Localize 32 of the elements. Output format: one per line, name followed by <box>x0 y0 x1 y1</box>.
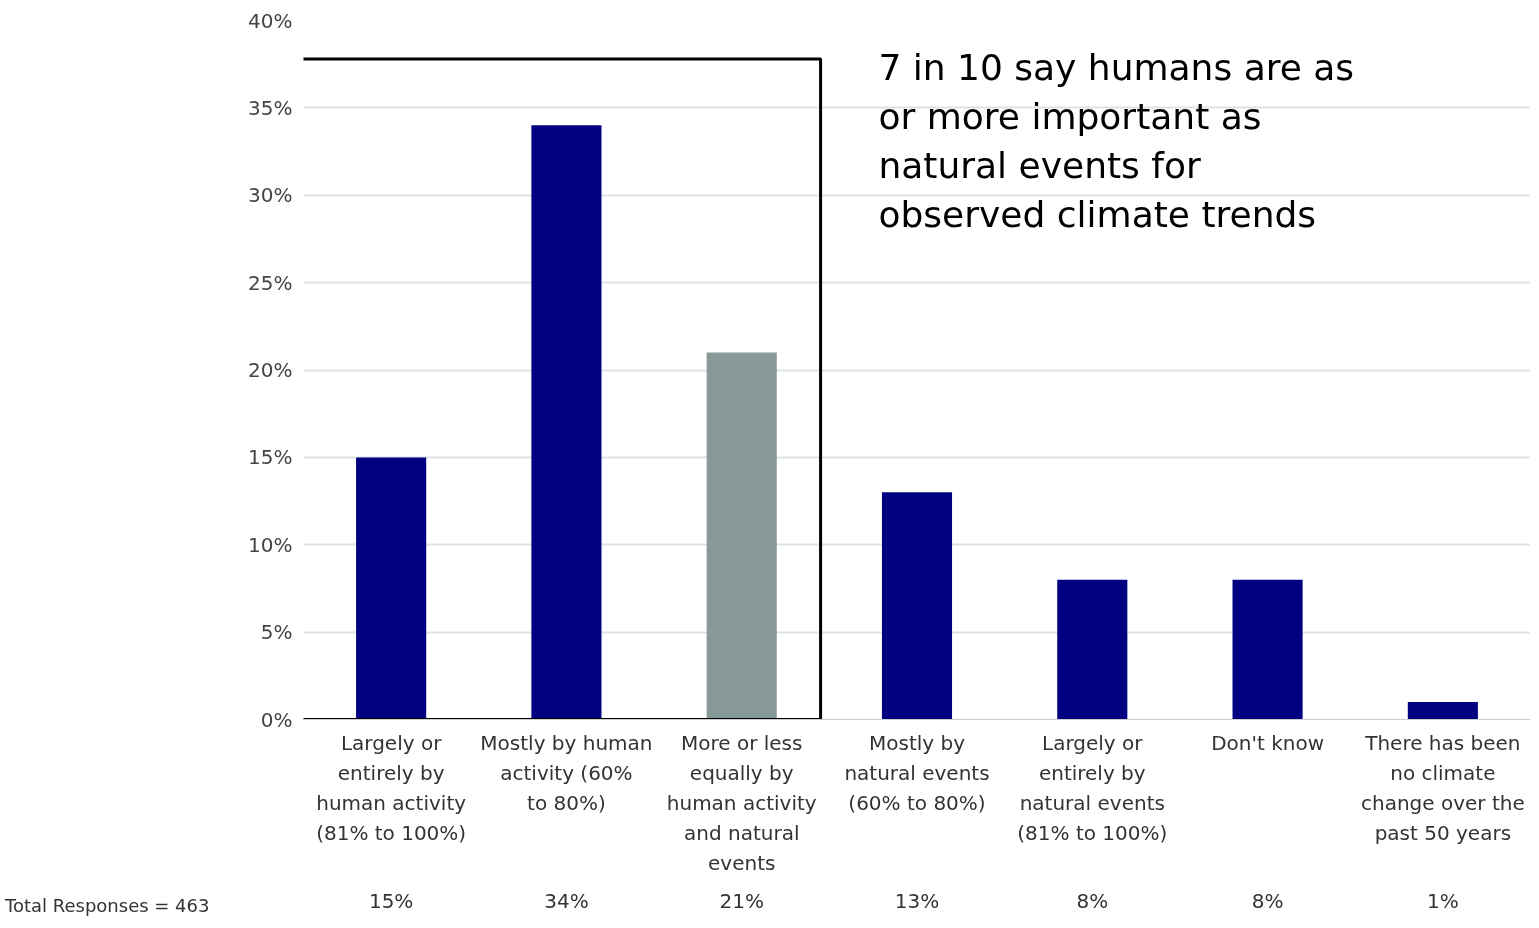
text: Total Responses = 463 <box>5 894 210 918</box>
x-tick-label: There has been no climate change over the past 50 years <box>1360 730 1525 845</box>
data-label: 21% <box>719 888 764 913</box>
data-label: 1% <box>1426 888 1459 913</box>
x-tick-label: Mostly by human activity (60% to 80%) <box>480 730 653 815</box>
y-tick-label: 10% <box>248 532 293 557</box>
bar <box>356 457 427 720</box>
x-tick-label: Don't know <box>1211 730 1325 755</box>
y-tick-label: 0% <box>260 707 293 732</box>
x-tick-label: Largely or entirely by human activity (81% to 100%) <box>316 730 467 845</box>
annotation: 7 in 10 say humans are as or more important as natural events for observed climate trends <box>878 46 1355 236</box>
data-label: 8% <box>1251 888 1284 913</box>
y-tick-label: 20% <box>248 358 293 382</box>
data-label: 34% <box>544 888 589 913</box>
data-label: 13% <box>894 888 940 913</box>
bar <box>531 125 602 720</box>
y-tick-label: 25% <box>248 270 293 295</box>
x-tick-label: More or less equally by human activity and natural events <box>666 730 817 875</box>
bar <box>706 352 777 720</box>
y-tick-label: 40% <box>248 8 293 33</box>
y-tick-label: 5% <box>260 620 293 645</box>
bar <box>1407 702 1478 720</box>
data-label: 15% <box>368 888 414 913</box>
x-tick-label: Mostly by natural events (60% to 80%) <box>844 730 990 815</box>
x-tick-label: Largely or entirely by natural events (81% to 100%) <box>1017 730 1168 845</box>
bar <box>881 492 953 720</box>
y-tick-label: 35% <box>248 95 293 120</box>
y-tick-label: 15% <box>248 445 293 470</box>
bar <box>1232 579 1303 720</box>
y-tick-label: 30% <box>248 183 293 208</box>
data-label: 8% <box>1076 888 1109 913</box>
bar <box>1057 579 1128 720</box>
